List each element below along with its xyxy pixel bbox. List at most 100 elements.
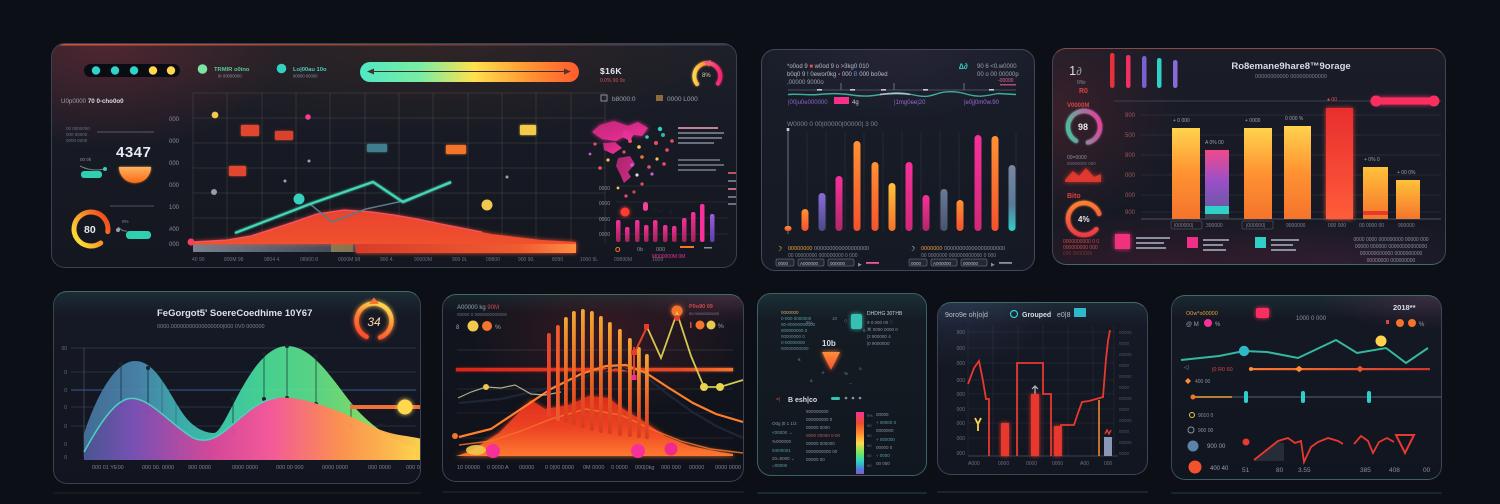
- svg-text:000: 000: [957, 436, 966, 442]
- svg-text:%: %: [844, 371, 848, 376]
- svg-text:0b: 0b: [637, 247, 643, 253]
- svg-text:e: e: [822, 370, 825, 375]
- svg-text:000: 000: [1125, 193, 1136, 199]
- svg-text:b8000:0: b8000:0: [612, 96, 636, 103]
- svg-text:%000000: %000000: [772, 439, 792, 444]
- svg-text:0%r: 0%r: [1077, 80, 1086, 86]
- svg-text:000 0000000: 000 0000000: [1063, 251, 1092, 257]
- svg-text:000: 000: [957, 392, 966, 398]
- svg-text:0000: 0000: [1119, 451, 1130, 456]
- svg-text:00000: 00000: [1119, 440, 1132, 445]
- svg-text:0: 0: [64, 388, 67, 394]
- svg-text:%: %: [495, 324, 501, 331]
- svg-text:10: 10: [832, 316, 838, 321]
- svg-text:000 00 000: 000 00 000: [276, 465, 304, 471]
- svg-text:|000000|: |000000|: [1246, 223, 1265, 229]
- svg-text:1∂: 1∂: [1069, 63, 1082, 78]
- svg-text:0%: 0%: [122, 219, 129, 224]
- svg-text:DHDHG 30THB: DHDHG 30THB: [867, 311, 903, 317]
- svg-text:$16K: $16K: [600, 66, 622, 76]
- svg-text:00000: 00000: [1119, 330, 1132, 335]
- svg-text:000 0000: 000 0000: [368, 465, 391, 471]
- svg-text:000: 000: [169, 117, 180, 123]
- svg-text:R0: R0: [1079, 88, 1088, 95]
- svg-text:000000: 000000: [830, 261, 846, 266]
- svg-text:4g: 4g: [852, 100, 859, 106]
- svg-text:00000: 00000: [1119, 374, 1132, 379]
- svg-text:0000.00000000000000000|000 0V0: 0000.00000000000000000|000 0V0 000000: [157, 324, 265, 330]
- svg-text:000|0kg: 000|0kg: [635, 465, 654, 471]
- svg-text:900000000: 900000000: [806, 409, 829, 414]
- svg-text:FeGorgot5' SoereCoedhime 10Y67: FeGorgot5' SoereCoedhime 10Y67: [157, 308, 312, 319]
- svg-text:M000000M 0M: M000000M 0M: [652, 254, 685, 260]
- svg-text:000: 000: [169, 242, 180, 248]
- svg-text:TRMIR o0ino: TRMIR o0ino: [214, 67, 250, 73]
- svg-text:4347: 4347: [116, 144, 151, 161]
- svg-text:0000 00000 0-00: 0000 00000 0-00: [806, 433, 841, 438]
- svg-text:0000000000 0 0: 0000000000 0 0: [1063, 239, 1099, 245]
- svg-text:0 000 %: 0 000 %: [1285, 116, 1304, 122]
- svg-text:◇: ◇: [844, 318, 848, 323]
- svg-text:+ 0% 0: + 0% 0: [1364, 157, 1380, 163]
- svg-text:000: 000: [957, 361, 966, 367]
- svg-text:09800: 09800: [486, 257, 500, 263]
- svg-text:⌘ 0000 0000 0: ⌘ 0000 0000 0: [867, 327, 898, 332]
- svg-text:,00000 9000o: ,00000 9000o: [787, 80, 824, 86]
- svg-text:900000: 900000: [1398, 223, 1415, 229]
- svg-text:00 00000000 000000000 0 000: 00 00000000 000000000 0 000: [788, 253, 858, 259]
- svg-text:B esh|co: B esh|co: [788, 397, 817, 404]
- svg-text:000: 000: [1104, 461, 1113, 467]
- svg-text:0M 0000: 0M 0000: [583, 465, 604, 471]
- svg-text:8: 8: [456, 325, 460, 331]
- svg-text:0-000 0000000: 0-000 0000000: [781, 316, 812, 321]
- svg-text:00000: 00000: [876, 412, 889, 417]
- svg-text:000: 000: [957, 378, 966, 384]
- svg-text:385: 385: [1360, 467, 1371, 474]
- svg-text:9804 4.: 9804 4.: [264, 257, 281, 263]
- svg-text:900 0000: 900 0000: [188, 465, 211, 471]
- svg-text:A000000: A000000: [800, 261, 819, 266]
- svg-text:b0q0 9 ! 0ewor0kg ▪ 000 B 000: b0q0 9 ! 0ewor0kg ▪ 000 B 000 bo0ed: [787, 72, 888, 78]
- svg-text:000: 000: [169, 161, 180, 167]
- svg-text:00000 00: 00000 00: [806, 457, 825, 462]
- svg-text:000: 000: [957, 407, 966, 413]
- svg-text:98: 98: [1078, 122, 1088, 132]
- svg-text:=00000: =00000: [772, 463, 788, 468]
- svg-text:|00ju0e000000: |00ju0e000000: [788, 100, 828, 106]
- svg-text:Ro8emane9hare8™9orage: Ro8emane9hare8™9orage: [1231, 61, 1350, 72]
- svg-text:08900 8: 08900 8: [300, 257, 318, 263]
- svg-text:000 000: 000 000: [661, 465, 681, 471]
- svg-text:0000: 0000: [998, 461, 1009, 467]
- svg-text:0000 0000: 0000 0000: [322, 465, 348, 471]
- svg-text:00000 0: 00000 0: [876, 445, 893, 450]
- svg-text:0000 0000: 0000 0000: [66, 138, 88, 143]
- svg-text:▶: ▶: [991, 262, 995, 268]
- svg-text:6%: 6%: [806, 320, 813, 325]
- svg-text:00000000000 000000000000: 00000000000 000000000000: [1255, 74, 1327, 80]
- svg-text:9000000: 9000000: [1286, 223, 1306, 229]
- svg-text:0r 00000000: 0r 00000000: [218, 74, 242, 79]
- svg-text:O0g |0 1 1/2: O0g |0 1 1/2: [772, 421, 797, 426]
- svg-text:408: 408: [1389, 467, 1400, 474]
- svg-text:00000 0 0000000000000: 00000 0 0000000000000: [457, 312, 508, 317]
- svg-text:2018**: 2018**: [1393, 303, 1416, 312]
- svg-text:4%: 4%: [1078, 215, 1090, 224]
- svg-text:0000: 0000: [599, 217, 610, 223]
- svg-text:100: 100: [169, 205, 180, 211]
- svg-text:● 00: ● 00: [1327, 97, 1337, 103]
- svg-text:000000000000 0000000000: 000000000000 0000000000: [1360, 251, 1423, 257]
- svg-text:00 0h: 00 0h: [80, 157, 92, 162]
- svg-text:%: %: [1419, 322, 1425, 328]
- svg-text:00000 000000: 00000 000000: [806, 441, 835, 446]
- svg-text:00 0000000: 00 0000000: [66, 126, 90, 131]
- svg-text:000: 000: [1125, 173, 1136, 179]
- svg-text:000 00 000: 000 00 000: [406, 465, 421, 471]
- svg-text:00: 00: [867, 453, 872, 458]
- svg-text:8%: 8%: [702, 73, 711, 79]
- svg-text:000000000 0: 000000000 0: [781, 328, 808, 333]
- svg-text:0000 0000: 0000 0000: [232, 465, 258, 471]
- svg-text:U0p0000 70 0-cho0o0: U0p0000 70 0-cho0o0: [61, 98, 124, 105]
- svg-text:∆∂: ∆∂: [959, 62, 968, 71]
- svg-text:0000: 0000: [1119, 407, 1130, 412]
- svg-text:0000: 0000: [1119, 429, 1130, 434]
